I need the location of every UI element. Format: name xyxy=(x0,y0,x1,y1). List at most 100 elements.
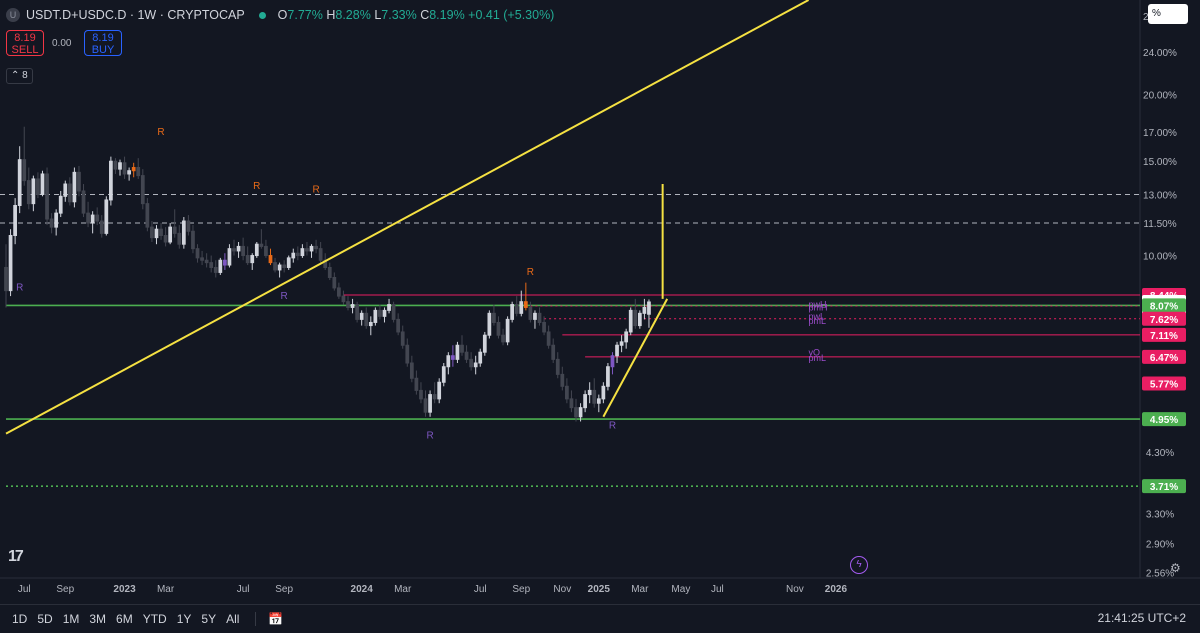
candle-body xyxy=(400,331,405,346)
scale-mode-button[interactable]: % xyxy=(1148,4,1188,24)
candle-body xyxy=(241,245,245,257)
candle-body xyxy=(72,171,77,203)
x-tick-label: 2024 xyxy=(351,584,374,595)
tradingview-logo-icon[interactable]: 17 xyxy=(8,548,24,565)
x-tick-label: Sep xyxy=(275,584,293,595)
candle-body xyxy=(295,252,300,257)
indicators-toggle[interactable]: ⌃ 8 xyxy=(6,68,33,84)
candle-body xyxy=(54,212,59,228)
candle-body xyxy=(382,309,387,317)
candle-body xyxy=(309,245,314,252)
candle-body xyxy=(533,312,537,320)
signal-marker: R xyxy=(609,421,616,432)
candle-body xyxy=(86,212,90,224)
x-tick-label: Sep xyxy=(56,584,74,595)
price-tag-label: 5.77% xyxy=(1150,379,1178,390)
range-1m[interactable]: 1M xyxy=(62,612,80,626)
price-tag-label: 7.11% xyxy=(1150,331,1178,342)
candle-body xyxy=(615,344,619,357)
candle-body xyxy=(355,304,359,320)
candle-body xyxy=(405,344,410,364)
sell-button[interactable]: 8.19 SELL xyxy=(6,30,44,56)
candle-body xyxy=(122,162,127,175)
candle-body xyxy=(560,373,565,387)
candle-body xyxy=(168,226,173,243)
price-tag xyxy=(1142,479,1186,494)
candle-body xyxy=(58,195,63,214)
candle-body xyxy=(350,304,355,308)
candle-body xyxy=(177,232,182,245)
candle-body xyxy=(551,344,556,360)
candle-body xyxy=(77,171,81,192)
candle-body xyxy=(67,183,72,203)
range-5d[interactable]: 5D xyxy=(37,612,53,626)
candle-body xyxy=(181,220,186,245)
spread-value: 0.00 xyxy=(52,38,72,49)
candle-body xyxy=(200,257,204,261)
candle-body xyxy=(195,248,200,259)
candle-body xyxy=(213,266,218,273)
candle-body xyxy=(592,389,597,404)
candle-body xyxy=(49,218,54,228)
candle-body xyxy=(583,394,587,409)
candle-body xyxy=(40,173,45,196)
candle-body xyxy=(204,259,209,264)
calendar-icon[interactable]: 📅 xyxy=(255,612,283,626)
range-6m[interactable]: 6M xyxy=(116,612,133,626)
candle-body xyxy=(327,266,332,278)
candle-body xyxy=(254,243,259,257)
range-1d[interactable]: 1D xyxy=(12,612,28,626)
sell-price: 8.19 xyxy=(14,32,36,44)
candle-body xyxy=(250,255,255,264)
signal-marker: R xyxy=(157,127,164,138)
candle-body xyxy=(492,312,496,323)
candle-body xyxy=(118,162,122,170)
candle-body xyxy=(227,248,232,266)
price-tag xyxy=(1142,298,1186,313)
candle-body xyxy=(628,309,633,333)
price-tag xyxy=(1142,311,1186,326)
candle-body xyxy=(610,355,615,368)
candle-body xyxy=(282,264,287,268)
range-3m[interactable]: 3M xyxy=(89,612,107,626)
candle-body xyxy=(4,266,8,292)
price-tag xyxy=(1142,349,1186,364)
candle-body xyxy=(432,394,437,400)
gear-icon[interactable]: ⚙ xyxy=(1170,561,1181,575)
y-tick-label: 3.30% xyxy=(1146,509,1174,520)
x-tick-label: Jul xyxy=(237,584,250,595)
candle-body xyxy=(473,362,478,368)
bottom-toolbar: 1D 5D 1M 3M 6M YTD 1Y 5Y All 📅 21:41:25 … xyxy=(0,604,1200,633)
candle-body xyxy=(223,259,227,266)
x-tick-label: Sep xyxy=(512,584,530,595)
candle-body xyxy=(391,304,396,320)
range-1y[interactable]: 1Y xyxy=(176,612,192,626)
candle-body xyxy=(359,312,364,320)
candle-body xyxy=(172,226,177,234)
buy-button[interactable]: 8.19 BUY xyxy=(84,30,122,56)
range-5y[interactable]: 5Y xyxy=(201,612,217,626)
candle-body xyxy=(346,301,350,308)
range-ytd[interactable]: YTD xyxy=(142,612,167,626)
candle-body xyxy=(469,358,473,368)
candle-body xyxy=(565,385,569,400)
range-all[interactable]: All xyxy=(226,612,240,626)
candle-body xyxy=(36,178,40,196)
x-tick-label: Jul xyxy=(18,584,31,595)
x-tick-label: May xyxy=(671,584,690,595)
price-tag-label: 4.95% xyxy=(1150,415,1178,426)
candle-body xyxy=(154,228,159,239)
clock[interactable]: 21:41:25 UTC+2 xyxy=(1097,611,1186,625)
symbol-title[interactable]: USDT.D+USDC.D · 1W · CRYPTOCAP xyxy=(26,8,245,22)
candle-body xyxy=(136,167,141,177)
market-status-icon xyxy=(258,11,266,19)
x-tick-label: 2025 xyxy=(588,584,611,595)
price-tag xyxy=(1142,376,1186,391)
candle-body xyxy=(496,321,501,336)
signal-marker: R xyxy=(312,185,319,196)
level-label: yO xyxy=(809,348,821,358)
candle-body xyxy=(542,321,546,333)
lightning-icon[interactable]: ϟ xyxy=(850,556,868,574)
price-tag xyxy=(1142,327,1186,342)
